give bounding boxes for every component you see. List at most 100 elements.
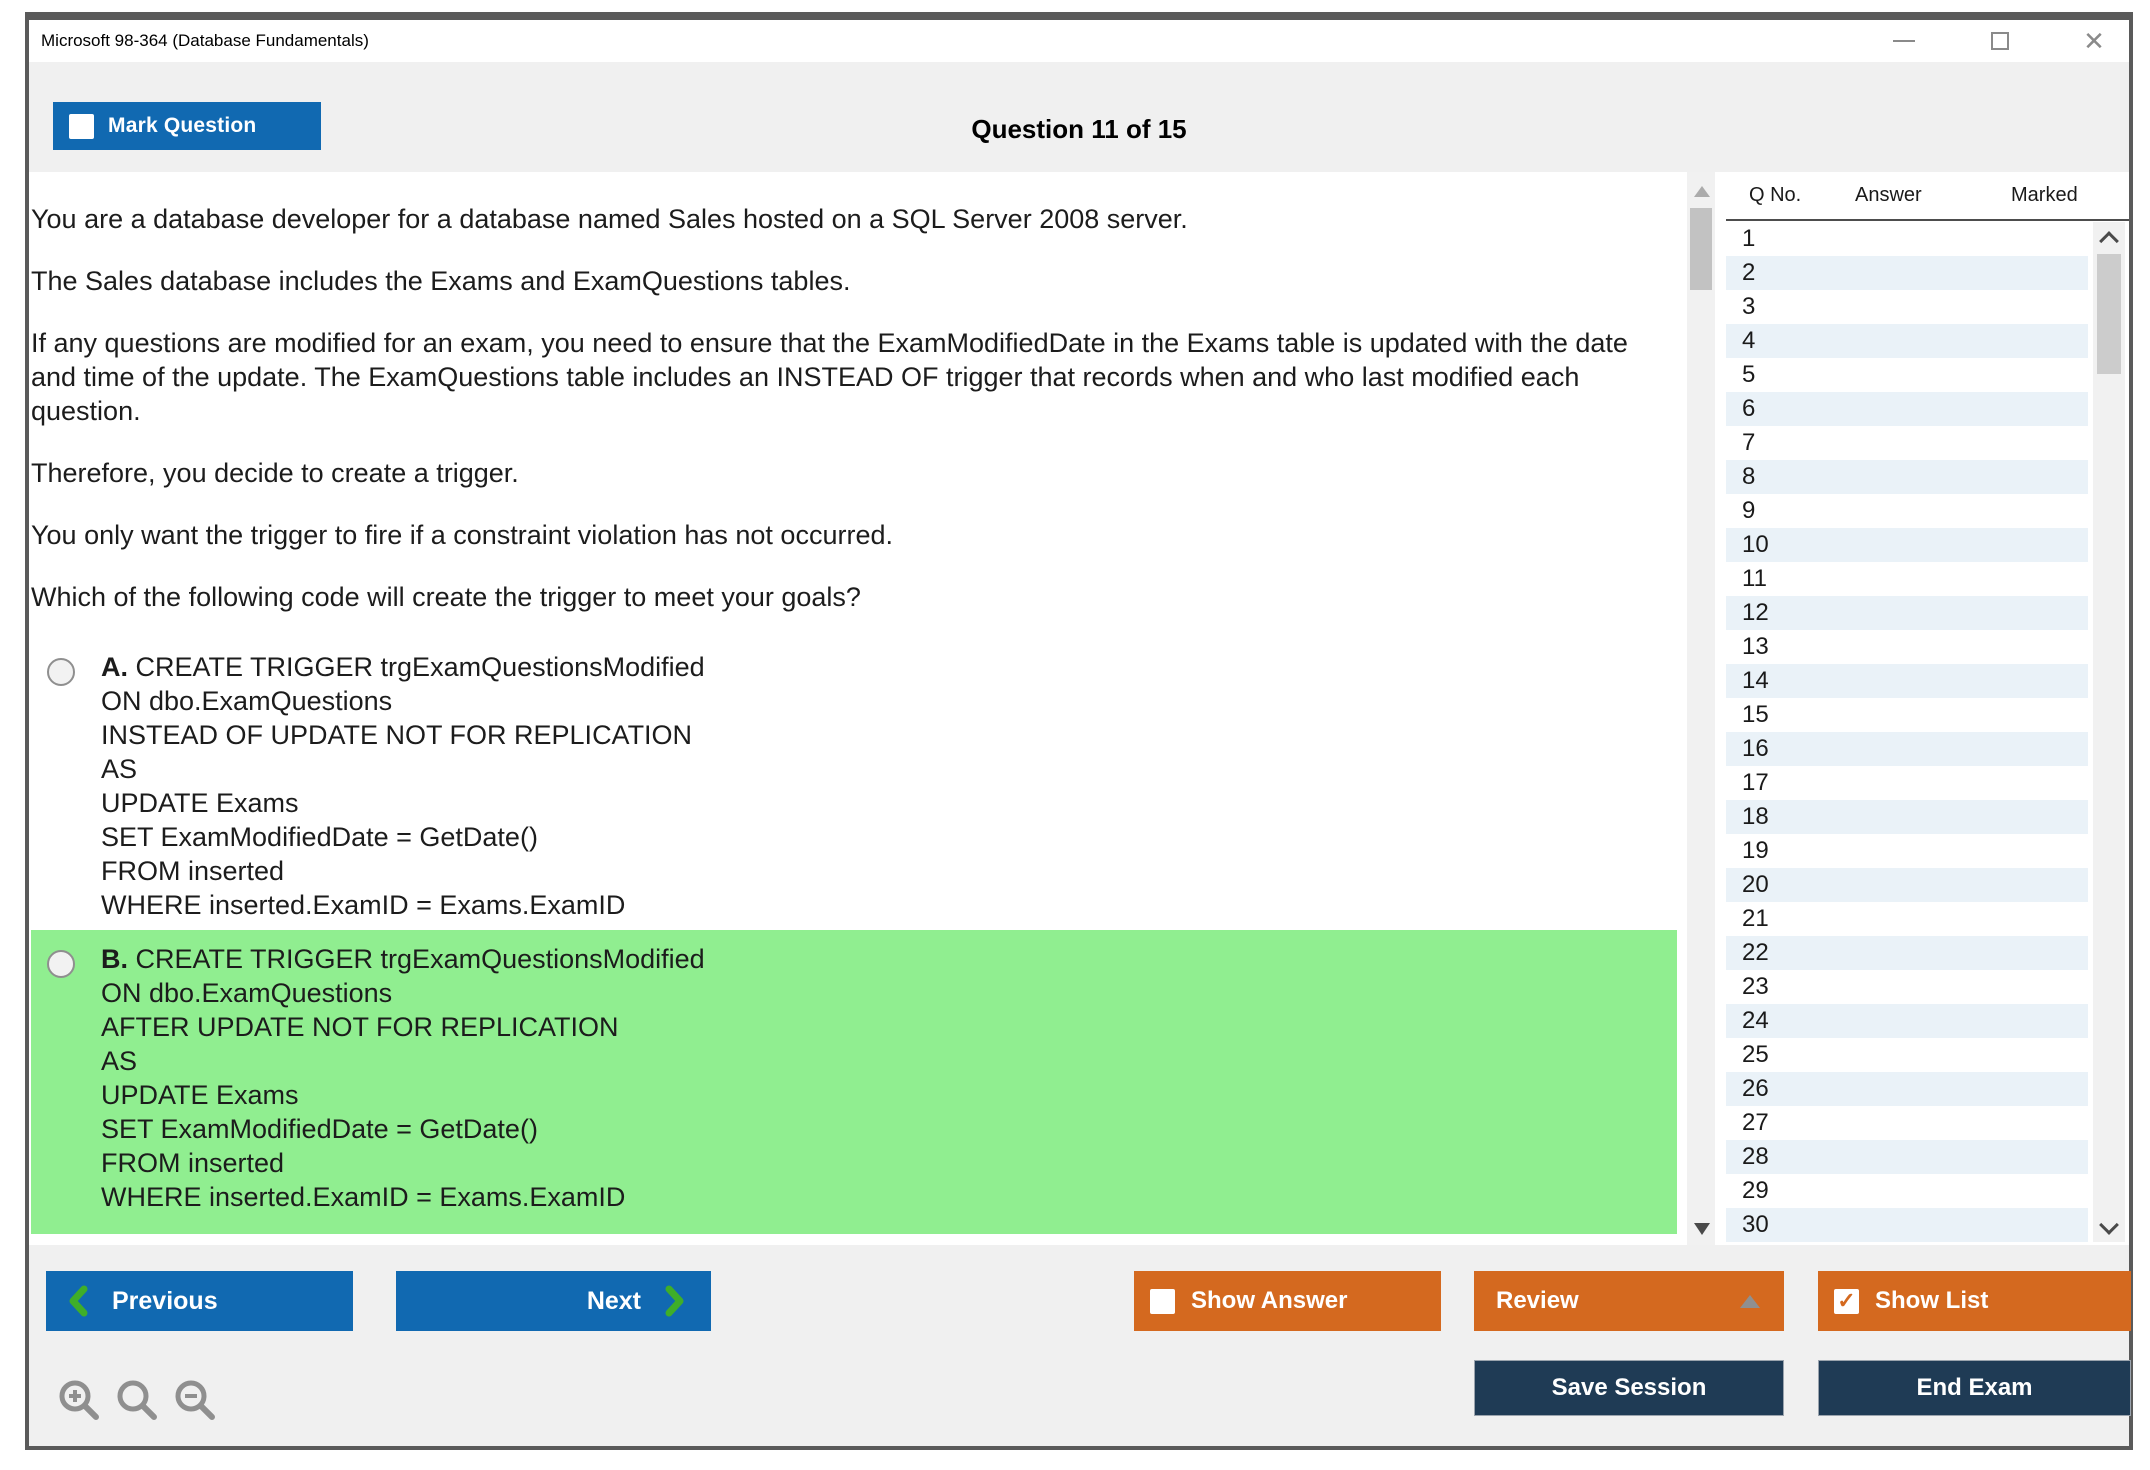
q-no-cell: 1	[1742, 225, 1756, 252]
question-panel: You are a database developer for a datab…	[31, 202, 1677, 1245]
q-no-cell: 19	[1742, 837, 1769, 864]
end-exam-button[interactable]: End Exam	[1818, 1360, 2131, 1416]
list-scroll-up-icon[interactable]	[2099, 231, 2119, 251]
question-list-row[interactable]: 3	[1726, 290, 2088, 324]
question-list-row[interactable]: 30	[1726, 1208, 2088, 1242]
question-list-row[interactable]: 11	[1726, 562, 2088, 596]
option-code-line: UPDATE Exams	[101, 788, 299, 818]
option-code-line: WHERE inserted.ExamID = Exams.ExamID	[101, 1182, 626, 1212]
show-answer-checkbox-icon[interactable]	[1150, 1288, 1175, 1314]
option-first-line: B. CREATE TRIGGER trgExamQuestionsModifi…	[101, 944, 705, 974]
question-list-row[interactable]: 23	[1726, 970, 2088, 1004]
question-list-row[interactable]: 25	[1726, 1038, 2088, 1072]
check-icon: ✓	[1837, 1288, 1856, 1313]
question-list-row[interactable]: 14	[1726, 664, 2088, 698]
app-window: Microsoft 98-364 (Database Fundamentals)…	[25, 12, 2133, 1450]
question-paragraph: You only want the trigger to fire if a c…	[31, 520, 893, 550]
question-list-row[interactable]: 22	[1726, 936, 2088, 970]
previous-label: Previous	[112, 1286, 218, 1315]
question-list-panel: Q No. Answer Marked 1 2 3 4 5 6 7 8 9 10 11 12 13 14 1…	[1726, 172, 2129, 1245]
question-list-row[interactable]: 18	[1726, 800, 2088, 834]
q-no-cell: 12	[1742, 599, 1769, 626]
previous-button[interactable]: Previous	[46, 1271, 353, 1331]
question-list-header: Q No. Answer Marked	[1726, 172, 2129, 220]
question-list-row[interactable]: 13	[1726, 630, 2088, 664]
zoom-in-icon[interactable]	[56, 1377, 102, 1423]
question-list-row[interactable]: 27	[1726, 1106, 2088, 1140]
question-list-row[interactable]: 10	[1726, 528, 2088, 562]
question-list-row[interactable]: 8	[1726, 460, 2088, 494]
question-list-row[interactable]: 21	[1726, 902, 2088, 936]
option-radio[interactable]	[47, 658, 75, 686]
list-scrollbar-thumb[interactable]	[2097, 254, 2121, 374]
q-no-cell: 7	[1742, 429, 1756, 456]
question-list-row[interactable]: 19	[1726, 834, 2088, 868]
close-icon: ✕	[2083, 26, 2105, 56]
q-no-cell: 29	[1742, 1177, 1769, 1204]
option-code-line: ON dbo.ExamQuestions	[101, 978, 393, 1008]
scroll-down-arrow-icon[interactable]	[1694, 1223, 1710, 1235]
zoom-reset-icon[interactable]	[114, 1377, 160, 1423]
question-list-row[interactable]: 24	[1726, 1004, 2088, 1038]
question-paragraph: Which of the following code will create …	[31, 582, 861, 612]
question-paragraph: Therefore, you decide to create a trigge…	[31, 458, 519, 488]
question-list-row[interactable]: 29	[1726, 1174, 2088, 1208]
option-radio[interactable]	[47, 950, 75, 978]
question-panel-scrollbar[interactable]	[1687, 172, 1715, 1245]
question-paragraph: If any questions are modified for an exa…	[31, 328, 1628, 426]
column-header-answer: Answer	[1855, 184, 1922, 206]
review-button[interactable]: Review	[1474, 1271, 1784, 1331]
maximize-button[interactable]	[1977, 20, 2023, 62]
next-label: Next	[586, 1286, 641, 1315]
q-no-cell: 5	[1742, 361, 1756, 388]
save-session-button[interactable]: Save Session	[1474, 1360, 1784, 1416]
q-no-cell: 20	[1742, 871, 1769, 898]
question-list-body: 1 2 3 4 5 6 7 8 9 10 11 12 13 14 15 16 17 18 19 20 21 22 23 24 2…	[1726, 222, 2088, 1242]
q-no-cell: 28	[1742, 1143, 1769, 1170]
question-list-row[interactable]: 5	[1726, 358, 2088, 392]
show-list-checkbox-icon[interactable]: ✓	[1834, 1288, 1859, 1314]
option-code-line: INSTEAD OF UPDATE NOT FOR REPLICATION	[101, 720, 693, 750]
scrollbar-thumb[interactable]	[1690, 208, 1712, 290]
question-list-row[interactable]: 20	[1726, 868, 2088, 902]
close-button[interactable]: ✕	[2071, 20, 2117, 62]
option-code-line: AS	[101, 754, 138, 784]
q-no-cell: 30	[1742, 1211, 1769, 1238]
question-list-row[interactable]: 9	[1726, 494, 2088, 528]
option-letter: A.	[101, 652, 136, 682]
q-no-cell: 26	[1742, 1075, 1769, 1102]
answer-option-b[interactable]: B. CREATE TRIGGER trgExamQuestionsModifi…	[31, 930, 1677, 1234]
show-answer-label: Show Answer	[1191, 1287, 1348, 1314]
question-list-row[interactable]: 16	[1726, 732, 2088, 766]
answer-option-a[interactable]: A. CREATE TRIGGER trgExamQuestionsModifi…	[31, 650, 1677, 922]
question-list-row[interactable]: 28	[1726, 1140, 2088, 1174]
q-no-cell: 22	[1742, 939, 1769, 966]
q-no-cell: 24	[1742, 1007, 1769, 1034]
question-list-row[interactable]: 4	[1726, 324, 2088, 358]
next-button[interactable]: Next	[396, 1271, 711, 1331]
question-list-row[interactable]: 7	[1726, 426, 2088, 460]
show-answer-button[interactable]: Show Answer	[1134, 1271, 1441, 1331]
q-no-cell: 4	[1742, 327, 1756, 354]
question-list-row[interactable]: 15	[1726, 698, 2088, 732]
show-list-button[interactable]: ✓ Show List	[1818, 1271, 2131, 1331]
question-list-row[interactable]: 17	[1726, 766, 2088, 800]
minimize-button[interactable]	[1881, 20, 1927, 62]
question-list-row[interactable]: 1	[1726, 222, 2088, 256]
zoom-out-icon[interactable]	[172, 1377, 218, 1423]
show-list-label: Show List	[1875, 1287, 1989, 1314]
question-list-row[interactable]: 26	[1726, 1072, 2088, 1106]
scroll-up-arrow-icon[interactable]	[1694, 186, 1710, 197]
q-no-cell: 16	[1742, 735, 1769, 762]
column-header-marked: Marked	[2011, 184, 2078, 206]
end-exam-label: End Exam	[1916, 1374, 2033, 1401]
question-list-row[interactable]: 6	[1726, 392, 2088, 426]
option-code-line: UPDATE Exams	[101, 1080, 299, 1110]
window-title: Microsoft 98-364 (Database Fundamentals)	[41, 31, 369, 50]
mark-question-button[interactable]: Mark Question	[53, 102, 321, 150]
list-scroll-down-icon[interactable]	[2099, 1215, 2119, 1235]
question-list-row[interactable]: 2	[1726, 256, 2088, 290]
question-list-row[interactable]: 12	[1726, 596, 2088, 630]
question-list-scrollbar[interactable]	[2093, 222, 2125, 1242]
mark-question-checkbox-icon[interactable]	[69, 113, 94, 139]
